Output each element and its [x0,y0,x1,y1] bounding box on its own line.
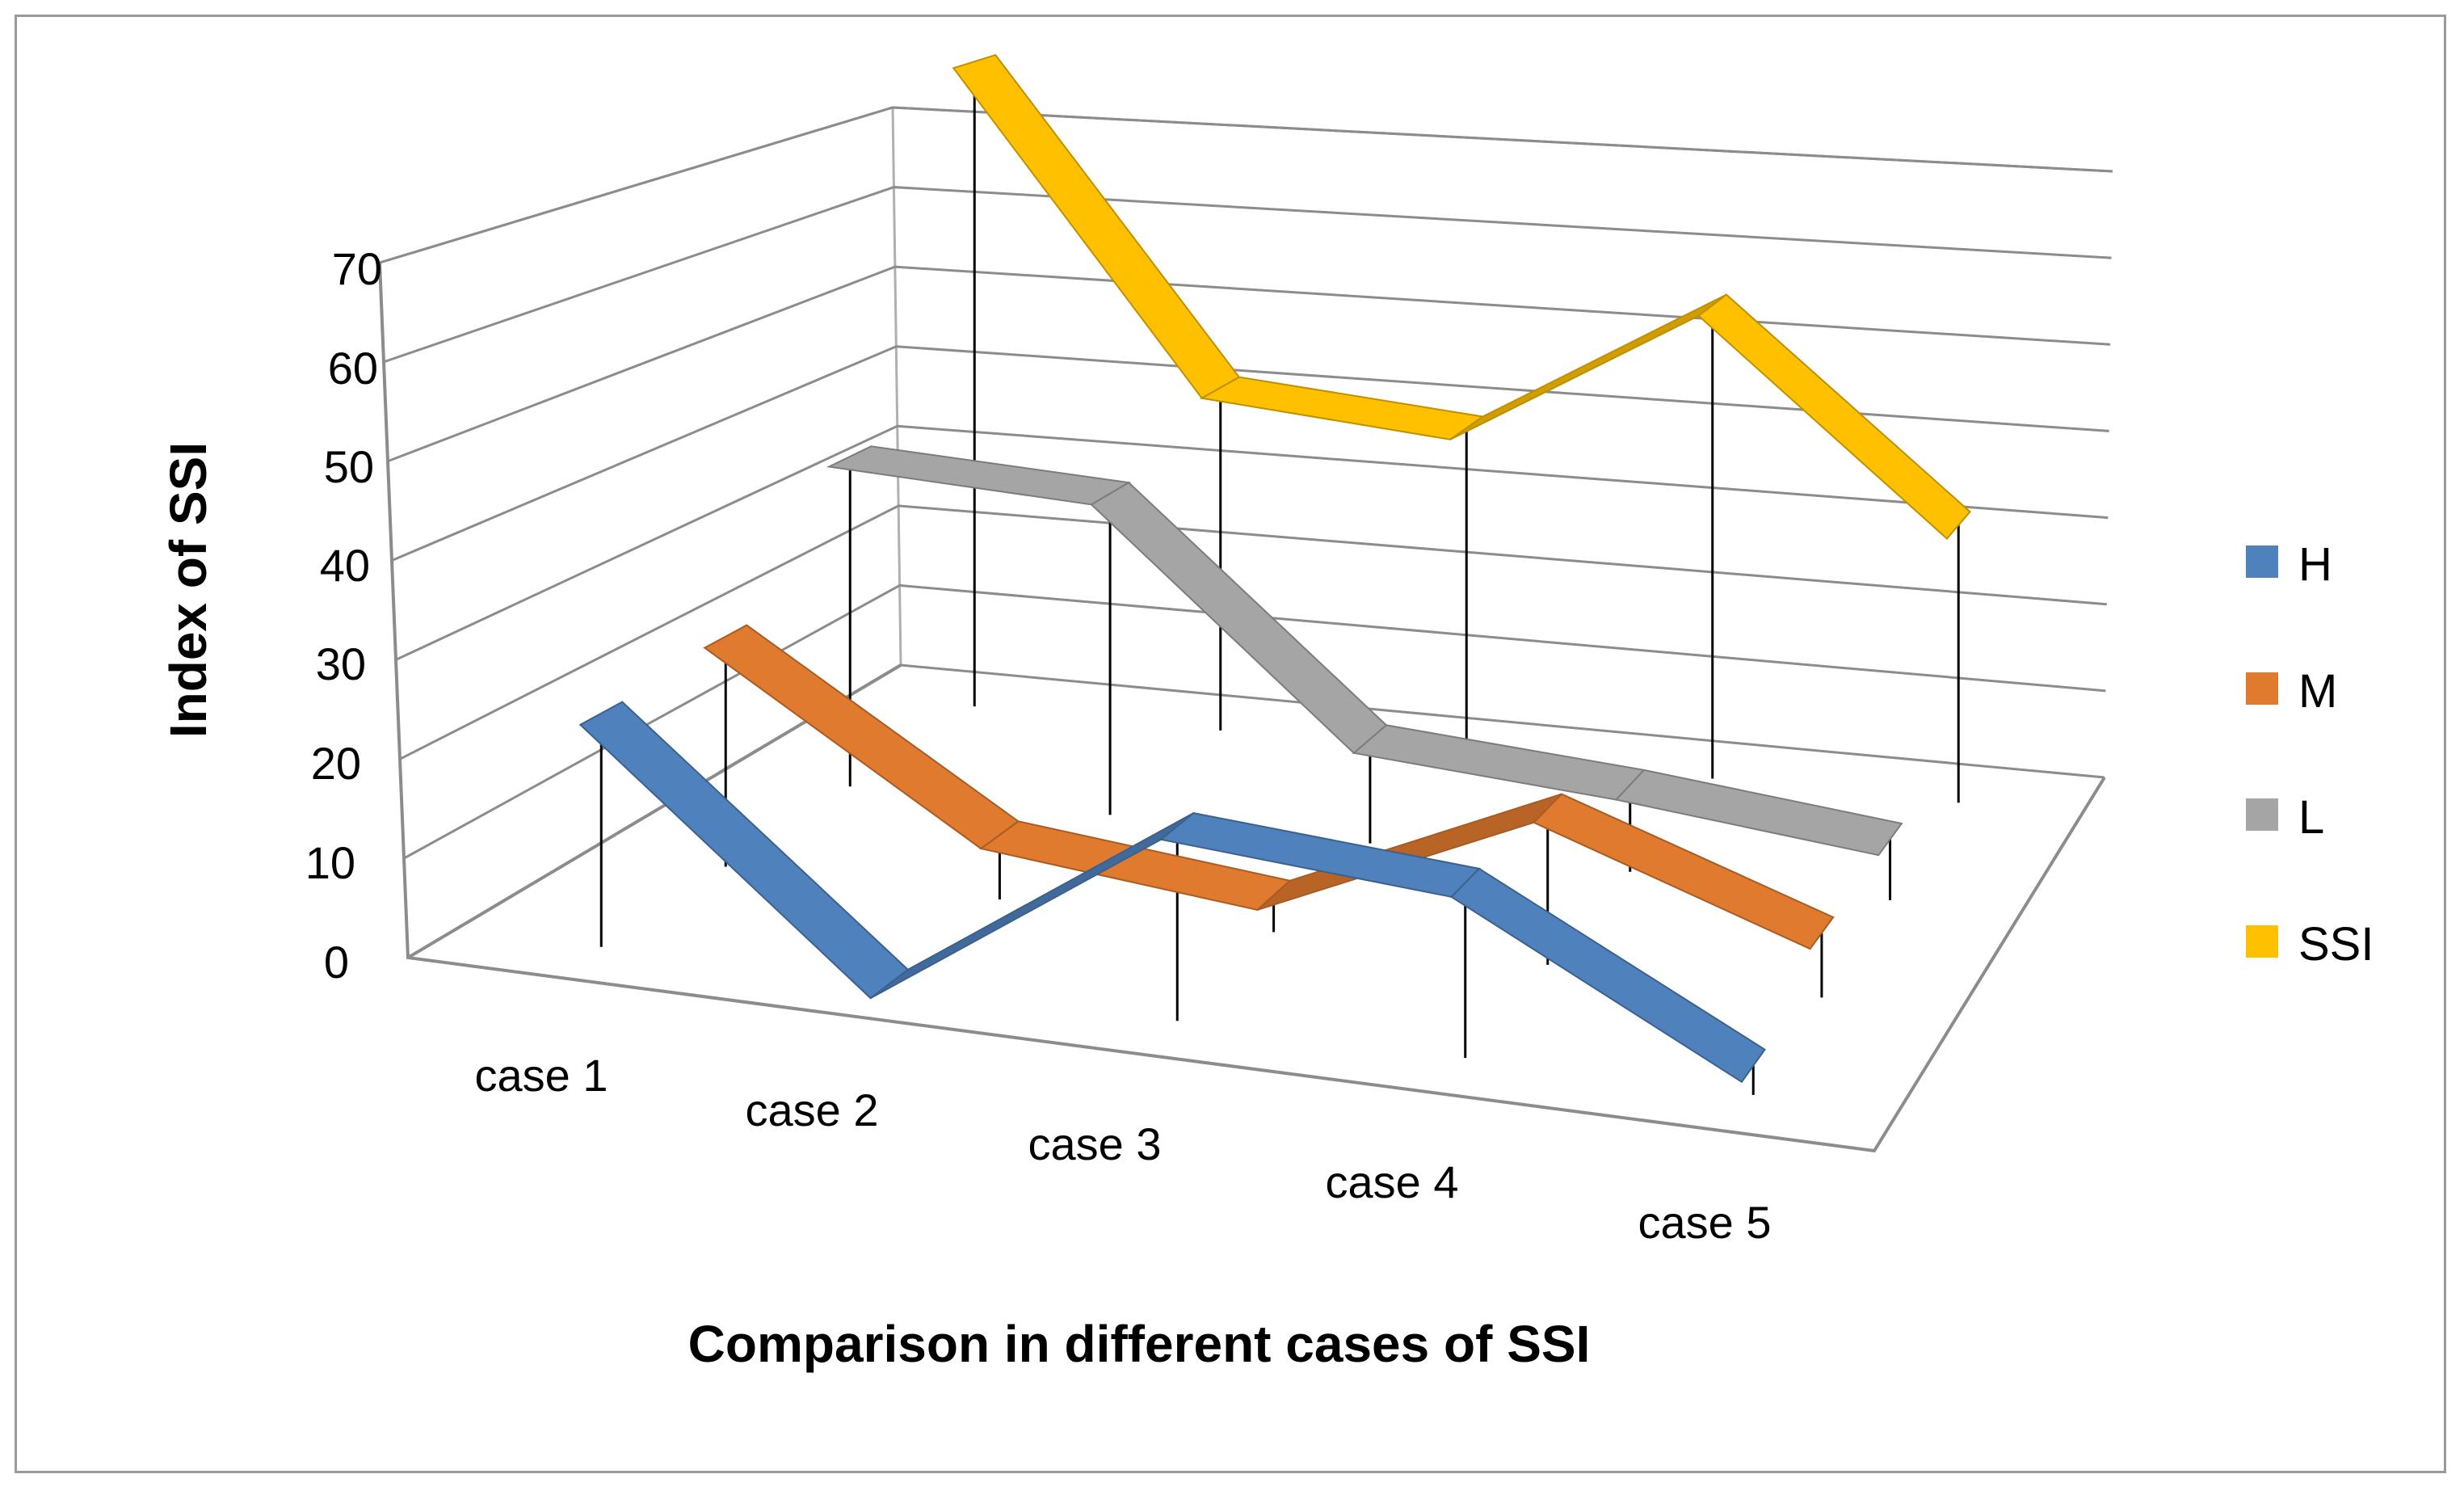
back-wall-corner [891,107,902,666]
legend-label-l: L [2298,791,2324,844]
gridline [403,583,2106,860]
category-label: case 1 [475,1050,608,1101]
legend: H M L SSI [2246,538,2374,971]
legend-swatch-h [2246,545,2278,578]
category-label: case 4 [1326,1156,1459,1207]
chart-frame [15,15,2446,1473]
gridline [407,663,2105,959]
y-axis-ticks: 0 10 20 30 40 50 60 70 [305,243,382,988]
series-ribbons [578,53,1971,1084]
y-axis-title: Index of SSI [159,442,217,738]
y-tick-label: 60 [328,343,378,394]
ribbon-segment [703,624,1020,850]
ribbon-segment [1352,724,1646,801]
legend-swatch-ssi [2246,925,2278,958]
legend-swatch-m [2246,672,2278,705]
y-tick-label: 50 [324,441,374,492]
ribbon-segment [826,445,1132,506]
legend-label-ssi: SSI [2298,918,2374,971]
gridline-top [379,106,2113,264]
y-tick-label: 40 [320,540,370,591]
ribbon-segment [952,53,1241,400]
ribbon-segment [1449,293,1727,440]
series-l [826,445,1903,857]
y-tick-label: 10 [305,837,355,888]
series-h [578,701,1766,1084]
ribbon-segment [1614,769,1903,857]
category-label: case 2 [746,1085,879,1135]
ribbon-segment [1090,481,1388,755]
ribbon-segment [1697,293,1971,540]
gridline [395,424,2109,661]
ribbon-segment [1449,867,1766,1084]
legend-label-m: M [2298,665,2337,718]
x-axis-title: Comparison in different cases of SSI [688,1315,1591,1373]
x-axis-categories: case 1 case 2 case 3 case 4 case 5 [475,1050,1772,1248]
category-label: case 3 [1028,1118,1162,1169]
gridline [383,186,2112,364]
gridline [399,504,2107,760]
y-tick-label: 70 [332,243,382,294]
legend-swatch-l [2246,798,2278,831]
ribbon-segment [1199,376,1485,440]
y-tick-label: 30 [316,638,366,689]
gridline [391,345,2109,562]
y-tick-label: 0 [324,937,349,988]
y-tick-label: 20 [311,738,361,789]
category-label: case 5 [1638,1197,1772,1248]
floor-outline [378,262,2106,1153]
series-m [703,624,1835,950]
legend-label-h: H [2298,538,2332,591]
series-ssi [952,53,1971,540]
ribbon-segment [1532,793,1835,950]
